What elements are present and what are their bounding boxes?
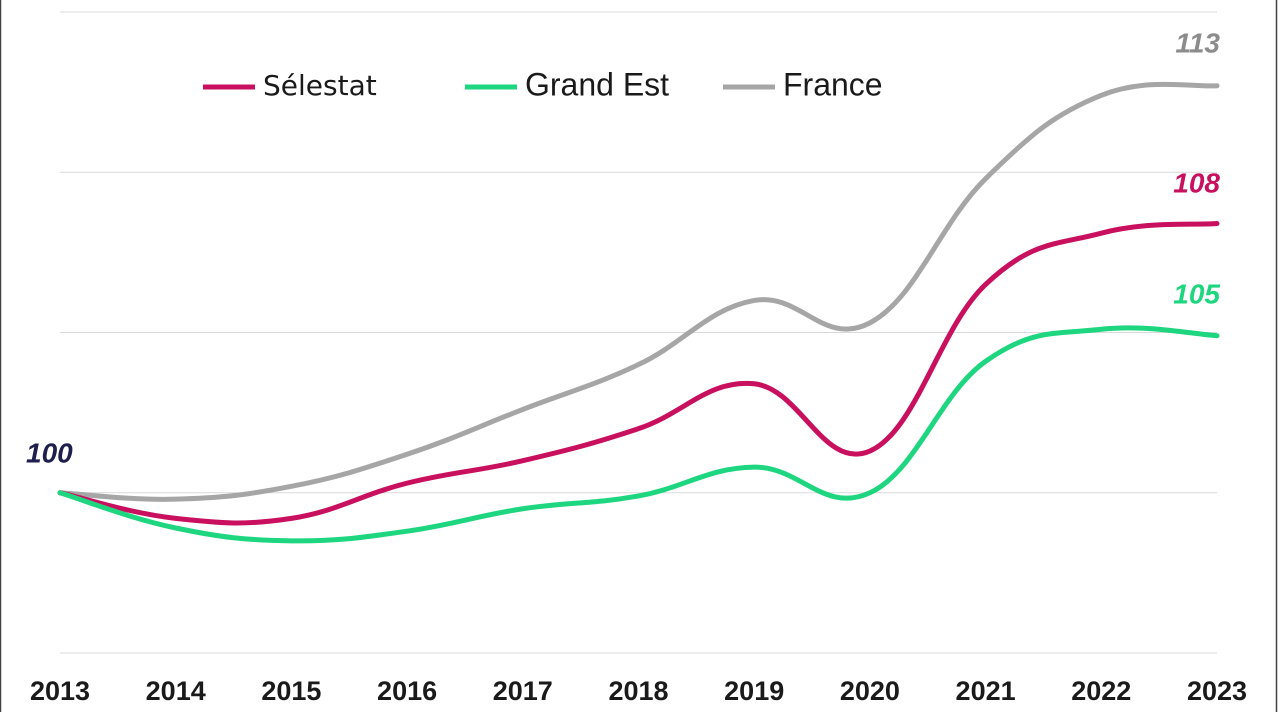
x-tick-label: 2014 xyxy=(146,676,206,706)
x-tick-label: 2013 xyxy=(30,676,90,706)
series-line xyxy=(57,81,1220,502)
legend-label: France xyxy=(783,66,883,102)
annotation: 100 xyxy=(26,437,73,468)
series-line xyxy=(57,221,1220,526)
x-tick-label: 2021 xyxy=(956,676,1016,706)
x-tick-label: 2022 xyxy=(1071,676,1131,706)
x-tick-label: 2016 xyxy=(377,676,437,706)
annotation: 108 xyxy=(1173,167,1220,198)
legend-label: Grand Est xyxy=(525,66,669,102)
x-tick-label: 2023 xyxy=(1187,676,1247,706)
annotation: 105 xyxy=(1173,278,1220,309)
x-tick-label: 2017 xyxy=(493,676,553,706)
x-tick-label: 2015 xyxy=(261,676,321,706)
x-tick-label: 2019 xyxy=(724,676,784,706)
x-tick-label: 2018 xyxy=(608,676,668,706)
legend-label: Sélestat xyxy=(263,69,377,102)
series-line xyxy=(57,325,1220,544)
x-tick-label: 2020 xyxy=(840,676,900,706)
annotation: 113 xyxy=(1175,27,1220,58)
